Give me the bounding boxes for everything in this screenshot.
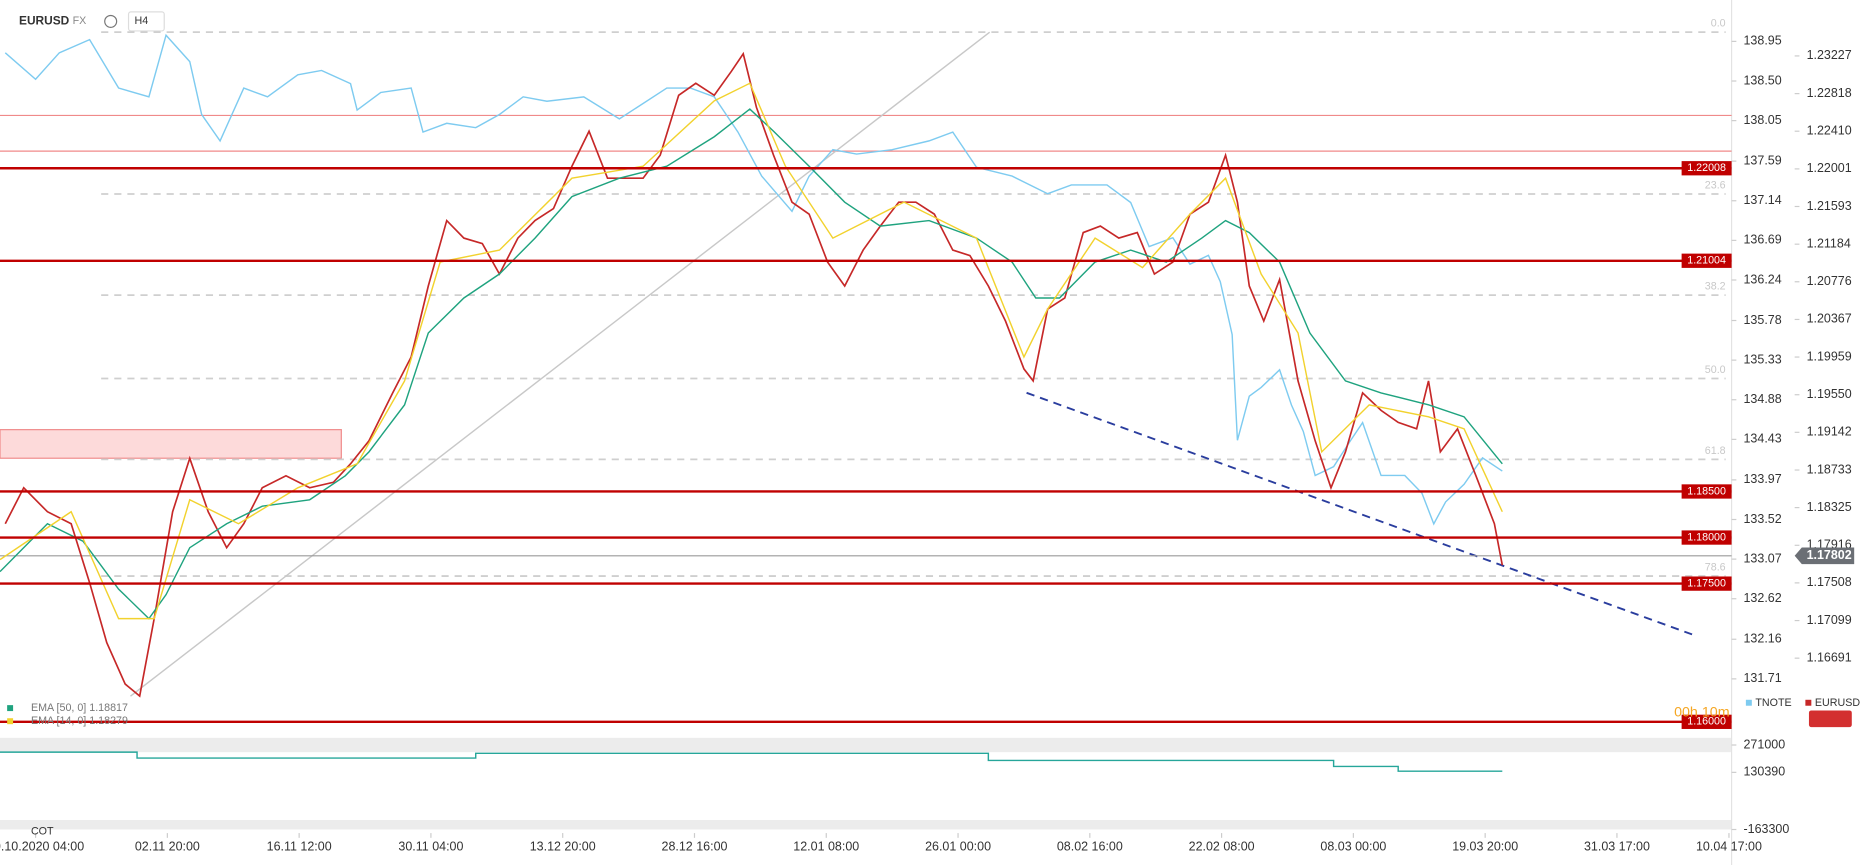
y-tick-label: 134.88 [1743, 392, 1781, 406]
y-tick-label: 136.69 [1743, 233, 1781, 247]
indicator-label: EMA [14, 0] 1.18279 [31, 715, 128, 727]
x-tick-label: 08.03 00:00 [1320, 840, 1386, 854]
level-label: 1.17500 [1687, 577, 1726, 589]
close-button[interactable] [1808, 710, 1852, 728]
interval[interactable]: H4 [134, 15, 148, 27]
y-tick-label: 138.50 [1743, 73, 1781, 87]
legend-swatch [7, 718, 14, 725]
level-label: 1.16000 [1687, 716, 1726, 728]
y2-tick-label: 1.16691 [1807, 650, 1852, 664]
y-tick-label: 137.14 [1743, 193, 1781, 207]
y2-tick-label: 1.20367 [1807, 312, 1852, 326]
y2-tick-label: 1.17099 [1807, 613, 1852, 627]
y2-tick-label: 1.22001 [1807, 161, 1852, 175]
y-tick-label: -163300 [1743, 822, 1789, 836]
y2-tick-label: 1.17508 [1807, 575, 1852, 589]
x-tick-label: 26.01 00:00 [925, 840, 991, 854]
countdown: 00h 10m [1674, 705, 1730, 721]
trendline [130, 31, 991, 697]
y-tick-label: 137.59 [1743, 153, 1781, 167]
y-tick-label: 135.33 [1743, 352, 1781, 366]
y-tick-label: 133.07 [1743, 551, 1781, 565]
level-tag [1681, 253, 1732, 268]
last-price-label: 1.17802 [1807, 548, 1852, 562]
header: EURUSD FX H4 [19, 11, 165, 32]
info-icon[interactable] [104, 14, 118, 28]
legend-swatch [1805, 699, 1812, 706]
y-tick-label: 138.95 [1743, 34, 1781, 48]
y-tick-label: 133.97 [1743, 472, 1781, 486]
fib-label: 0.0 [1711, 18, 1726, 30]
y2-tick-label: 1.19142 [1807, 425, 1852, 439]
legend-swatch [1745, 699, 1752, 706]
x-tick-label: 16.11 12:00 [267, 840, 332, 854]
pane-title: COT [31, 826, 54, 838]
pane-separator [0, 819, 1732, 830]
y-tick-label: 135.78 [1743, 313, 1781, 327]
y-tick-label: 136.24 [1743, 272, 1781, 286]
y2-tick-label: 1.22818 [1807, 86, 1852, 100]
level-tag [1681, 714, 1732, 729]
y2-tick-label: 1.22410 [1807, 124, 1852, 138]
symbol[interactable]: EURUSD [19, 14, 70, 28]
zone [0, 429, 342, 459]
level-label: 1.18000 [1687, 531, 1726, 543]
series-line [0, 82, 1503, 620]
market: FX [73, 15, 87, 27]
x-tick-label: 22.02 08:00 [1189, 840, 1255, 854]
x-tick-label: 12.01 08:00 [793, 840, 859, 854]
level-label: 1.21004 [1687, 255, 1726, 267]
level-tag [1681, 161, 1732, 176]
y2-tick-label: 1.23227 [1807, 48, 1852, 62]
y2-tick-label: 1.18733 [1807, 462, 1852, 476]
y-tick-label: 132.16 [1743, 632, 1781, 646]
x-tick-label: 08.02 16:00 [1057, 840, 1123, 854]
series-line [4, 33, 1503, 526]
y2-tick-label: 1.21593 [1807, 199, 1852, 213]
y-tick-label: 130390 [1743, 765, 1785, 779]
legend-swatch [7, 705, 14, 712]
level-label: 1.18500 [1687, 485, 1726, 497]
level-label: 1.22008 [1687, 162, 1726, 174]
interval-box[interactable] [127, 11, 165, 32]
y2-tick-label: 1.20776 [1807, 274, 1852, 288]
series-line [0, 751, 1503, 772]
last-price-tag [1794, 547, 1855, 565]
indicator-label: EMA [50, 0] 1.18817 [31, 702, 128, 714]
level-tag [1681, 484, 1732, 499]
x-tick-label: 13.12 20:00 [530, 840, 596, 854]
y2-tick-label: 1.18325 [1807, 500, 1852, 514]
x-tick-label: 30.11 04:00 [398, 840, 463, 854]
legend-label: TNOTE [1755, 697, 1791, 709]
legend-label: EURUSD [1815, 697, 1860, 709]
fib-label: 78.6 [1705, 562, 1726, 574]
x-tick-label: 31.03 17:00 [1584, 840, 1650, 854]
y2-tick-label: 1.19959 [1807, 349, 1852, 363]
series-line [4, 51, 1504, 698]
y-tick-label: 132.62 [1743, 591, 1781, 605]
y-tick-label: 131.71 [1743, 671, 1781, 685]
trendline [1026, 391, 1693, 636]
fib-label: 61.8 [1705, 445, 1726, 457]
fib-label: 23.6 [1705, 179, 1726, 191]
x-tick-label: 28.12 16:00 [662, 840, 728, 854]
y-tick-label: 271000 [1743, 737, 1785, 751]
x-tick-label: 10.04 17:00 [1696, 840, 1762, 854]
y2-tick-label: 1.21184 [1807, 236, 1851, 250]
y-tick-label: 134.43 [1743, 432, 1781, 446]
level-tag [1681, 530, 1732, 545]
y-tick-label: 133.52 [1743, 512, 1781, 526]
fib-label: 38.2 [1705, 281, 1726, 293]
x-tick-label: 20.10.2020 04:00 [0, 840, 84, 854]
x-tick-label: 19.03 20:00 [1452, 840, 1518, 854]
x-tick-label: 02.11 20:00 [135, 840, 200, 854]
level-tag [1681, 576, 1732, 591]
pane-separator [0, 737, 1732, 753]
y2-tick-label: 1.19550 [1807, 387, 1852, 401]
fib-label: 50.0 [1705, 364, 1726, 376]
y-tick-label: 138.05 [1743, 113, 1781, 127]
